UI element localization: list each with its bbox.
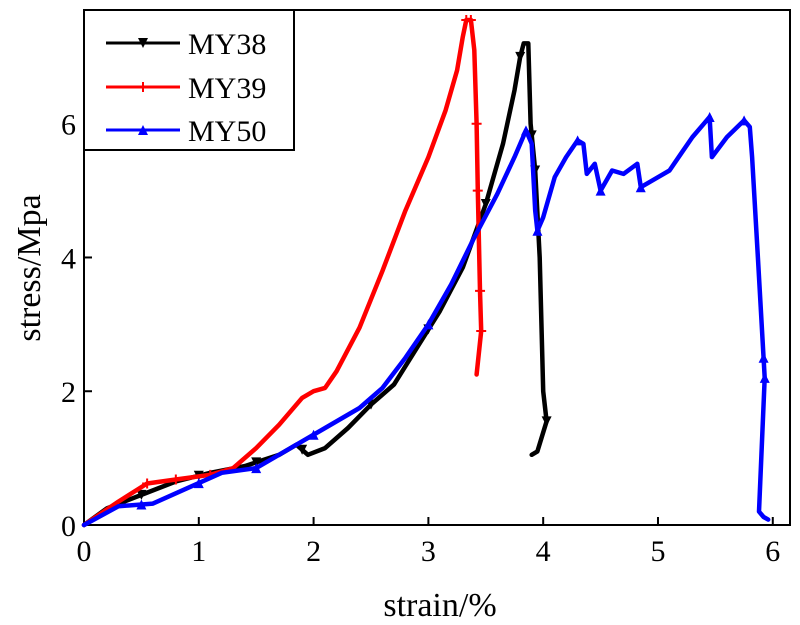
data-point-my50 [423, 319, 434, 330]
data-point-my50 [308, 429, 319, 440]
legend-marker-my38 [138, 38, 148, 48]
data-point-my39 [465, 15, 476, 26]
data-point-my50 [251, 463, 262, 474]
data-point-my38 [515, 51, 526, 62]
series-my50 [81, 112, 771, 528]
data-point-my50 [520, 125, 531, 136]
y-axis-title: stress/Mpa [11, 194, 48, 341]
data-point-my39 [472, 185, 483, 196]
legend-marker-my39 [138, 82, 148, 92]
plot-frame [83, 9, 791, 526]
data-point-my50 [704, 112, 715, 123]
x-tick-label: 5 [650, 535, 665, 568]
legend-label-my38: MY38 [188, 28, 266, 61]
y-tick-label: 0 [61, 510, 76, 543]
data-point-my50 [136, 499, 147, 510]
legend-box [83, 9, 295, 151]
legend-label-my39: MY39 [188, 72, 266, 105]
x-tick-label: 4 [536, 535, 551, 568]
data-point-my50 [193, 478, 204, 489]
series-line-my50 [81, 114, 771, 528]
series-layer [81, 15, 771, 528]
x-axis-title: strain/% [383, 587, 496, 624]
data-point-my50 [739, 115, 750, 126]
data-point-my38 [136, 489, 147, 500]
legend-label-my50: MY50 [188, 115, 266, 148]
data-point-my38 [480, 198, 491, 209]
data-point-my39 [471, 118, 482, 129]
data-point-my50 [595, 185, 606, 196]
data-point-my50 [759, 372, 770, 383]
data-point-my39 [170, 474, 181, 485]
legend-marker-my50 [138, 125, 148, 135]
y-tick-label: 6 [61, 109, 76, 142]
data-point-my38 [251, 457, 262, 468]
data-point-my39 [475, 285, 486, 296]
legend: MY38 MY39 MY50 [106, 28, 266, 148]
y-tick-label: 2 [61, 376, 76, 409]
x-tick-label: 0 [77, 535, 92, 568]
data-point-my39 [476, 326, 487, 337]
data-point-my50 [572, 135, 583, 146]
data-point-my39 [142, 478, 153, 489]
data-point-my38 [541, 416, 552, 427]
y-tick-label: 4 [61, 242, 76, 275]
x-tick-label: 2 [306, 535, 321, 568]
axis-ticks: 0 1 2 3 4 5 6 0 2 4 6 [61, 109, 780, 568]
data-point-my38 [297, 444, 308, 455]
x-tick-label: 1 [191, 535, 206, 568]
data-point-my50 [758, 352, 769, 363]
data-point-my50 [635, 182, 646, 193]
x-tick-label: 6 [765, 535, 780, 568]
x-tick-label: 3 [421, 535, 436, 568]
data-point-my50 [532, 225, 543, 236]
